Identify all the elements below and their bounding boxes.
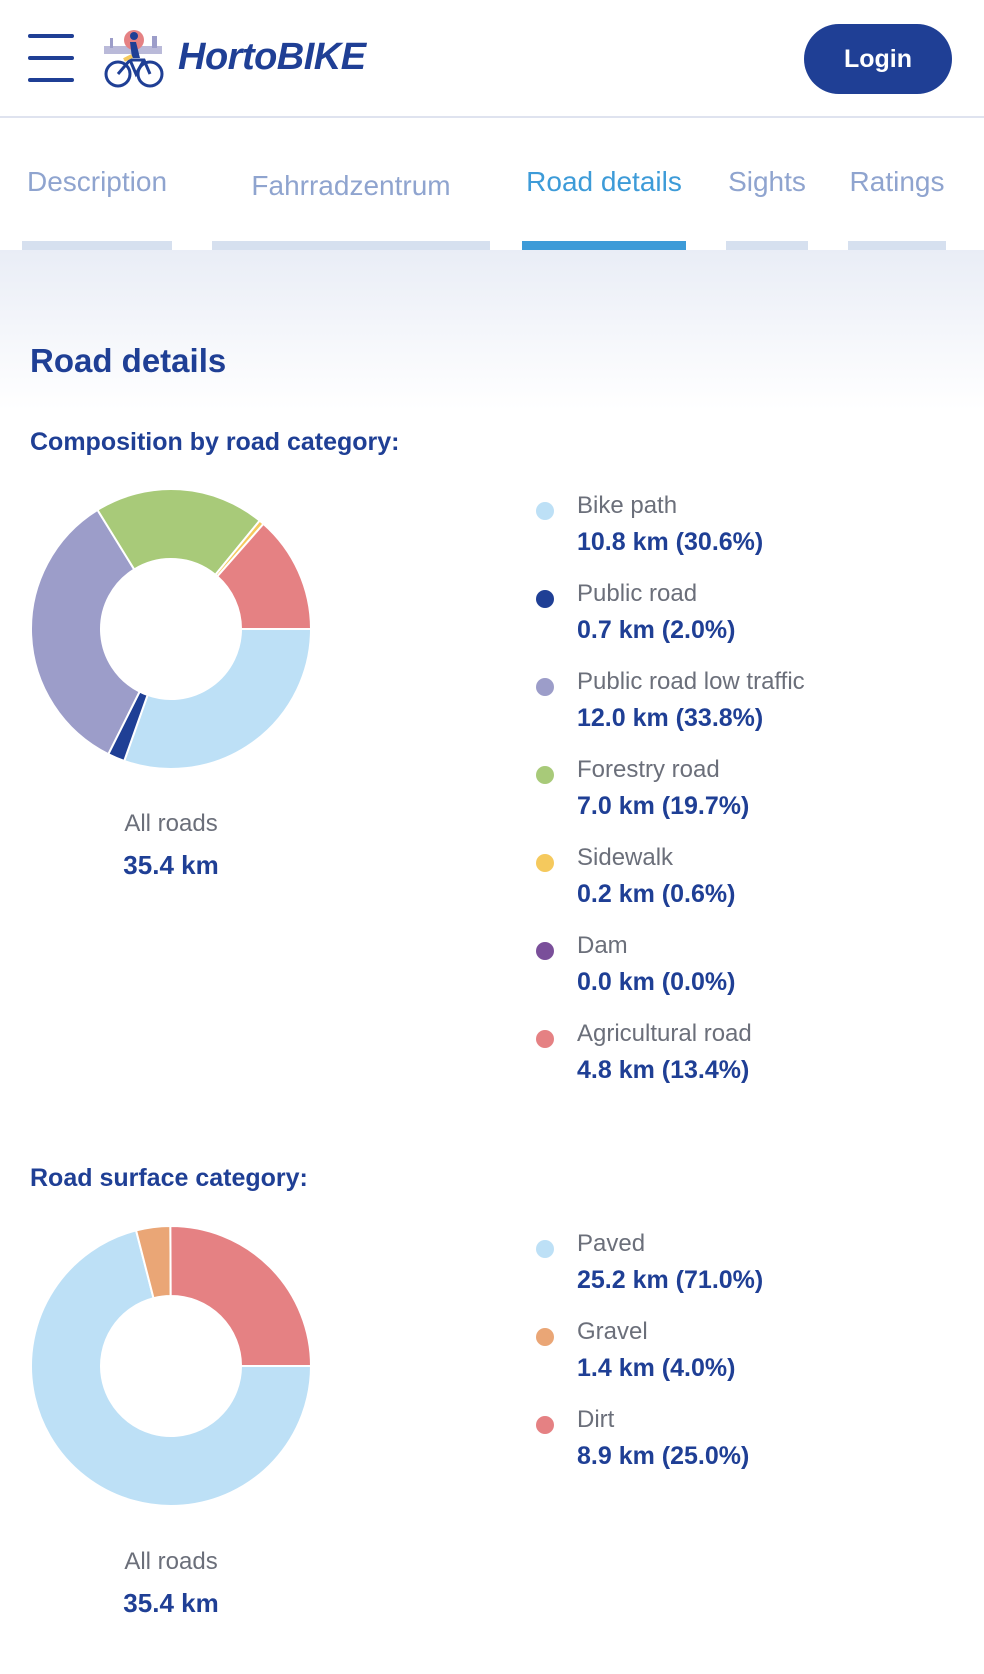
legend-label: Agricultural road <box>577 1020 752 1047</box>
legend-label: Gravel <box>577 1318 648 1345</box>
total-value: 35.4 km <box>123 850 219 880</box>
legend-item-bike-path: Bike path 10.8 km (30.6%) <box>536 492 966 580</box>
road-category-donut-chart <box>30 488 312 770</box>
total-label: All roads <box>124 810 218 837</box>
legend-label: Public road <box>577 580 698 607</box>
tab-label: Fahrradzentrum <box>251 170 451 201</box>
legend-dot-icon <box>536 942 554 960</box>
legend-value: 0.0 km (0.0%) <box>577 968 736 996</box>
legend-value: 0.7 km (2.0%) <box>577 616 736 644</box>
legend-dot-icon <box>536 1030 554 1048</box>
app-header: HortoBIKE Login <box>0 0 984 118</box>
tab-sights[interactable]: Sights <box>726 120 808 250</box>
surface-category-legend: Paved 25.2 km (71.0%) Gravel 1.4 km (4.0%) D… <box>536 1230 966 1494</box>
tab-road-details[interactable]: Road details <box>522 120 686 250</box>
legend-value: 12.0 km (33.8%) <box>577 704 764 732</box>
legend-label: Forestry road <box>577 756 720 783</box>
tab-underline <box>848 241 946 250</box>
legend-dot-icon <box>536 678 554 696</box>
legend-item-dam: Dam 0.0 km (0.0%) <box>536 932 966 1020</box>
legend-dot-icon <box>536 766 554 784</box>
legend-value: 0.2 km (0.6%) <box>577 880 736 908</box>
legend-item-public-road: Public road 0.7 km (2.0%) <box>536 580 966 668</box>
donut-slice-public-road-low-traffic <box>30 508 141 756</box>
legend-value: 4.8 km (13.4%) <box>577 1056 750 1084</box>
legend-label: Paved <box>577 1230 646 1257</box>
legend-item-public-road-low-traffic: Public road low traffic 12.0 km (33.8%) <box>536 668 966 756</box>
surface-category-donut-chart <box>30 1225 312 1507</box>
legend-dot-icon <box>536 590 554 608</box>
donut-slice-paved <box>30 1229 312 1507</box>
total-value: 35.4 km <box>123 1588 219 1618</box>
donut-slice-agricultural-road <box>215 522 312 630</box>
tab-label: Description <box>26 166 168 197</box>
legend-item-paved: Paved 25.2 km (71.0%) <box>536 1230 966 1318</box>
tab-description[interactable]: Description <box>22 120 172 250</box>
hamburger-menu-icon[interactable] <box>28 34 74 82</box>
section-title-road-category: Composition by road category: <box>30 428 400 456</box>
app-logo[interactable]: HortoBIKE <box>100 26 400 92</box>
tab-underline <box>522 241 686 250</box>
legend-label: Dirt <box>577 1406 615 1433</box>
tab-underline <box>212 241 490 250</box>
donut-slice-dirt <box>169 1225 312 1367</box>
total-label: All roads <box>124 1548 218 1575</box>
legend-dot-icon <box>536 1416 554 1434</box>
legend-label: Sidewalk <box>577 844 674 871</box>
legend-label: Dam <box>577 932 628 959</box>
tab-label: Ratings <box>849 166 945 197</box>
tab-label: Sights <box>728 166 806 197</box>
legend-item-agricultural-road: Agricultural road 4.8 km (13.4%) <box>536 1020 966 1108</box>
legend-dot-icon <box>536 1240 554 1258</box>
road-category-legend: Bike path 10.8 km (30.6%) Public road 0.7 k… <box>536 492 966 1108</box>
legend-item-dirt: Dirt 8.9 km (25.0%) <box>536 1406 966 1494</box>
legend-value: 10.8 km (30.6%) <box>577 528 764 556</box>
legend-item-gravel: Gravel 1.4 km (4.0%) <box>536 1318 966 1406</box>
tab-underline <box>22 241 172 250</box>
donut-slice-bike-path <box>122 628 312 770</box>
legend-value: 7.0 km (19.7%) <box>577 792 750 820</box>
login-button[interactable]: Login <box>804 24 952 94</box>
tab-underline <box>726 241 808 250</box>
legend-dot-icon <box>536 1328 554 1346</box>
legend-dot-icon <box>536 502 554 520</box>
legend-label: Public road low traffic <box>577 668 805 695</box>
legend-label: Bike path <box>577 492 678 519</box>
legend-dot-icon <box>536 854 554 872</box>
tab-ratings[interactable]: Ratings <box>848 120 946 250</box>
legend-item-forestry-road: Forestry road 7.0 km (19.7%) <box>536 756 966 844</box>
legend-value: 25.2 km (71.0%) <box>577 1266 764 1294</box>
tab-bar: Description Fahrradzentrum Road details … <box>0 120 984 250</box>
donut-slice-forestry-road <box>96 488 262 577</box>
cyclist-logo-icon <box>104 30 164 88</box>
legend-item-sidewalk: Sidewalk 0.2 km (0.6%) <box>536 844 966 932</box>
legend-value: 1.4 km (4.0%) <box>577 1354 736 1382</box>
section-title-surface-category: Road surface category: <box>30 1164 308 1192</box>
page-title: Road details <box>30 342 227 379</box>
tab-fahrradzentrum[interactable]: Fahrradzentrum <box>212 120 490 250</box>
logo-text: HortoBIKE <box>178 36 366 78</box>
legend-value: 8.9 km (25.0%) <box>577 1442 750 1470</box>
tab-label: Road details <box>526 166 682 197</box>
road-details-panel: Road details Composition by road categor… <box>0 250 984 1674</box>
